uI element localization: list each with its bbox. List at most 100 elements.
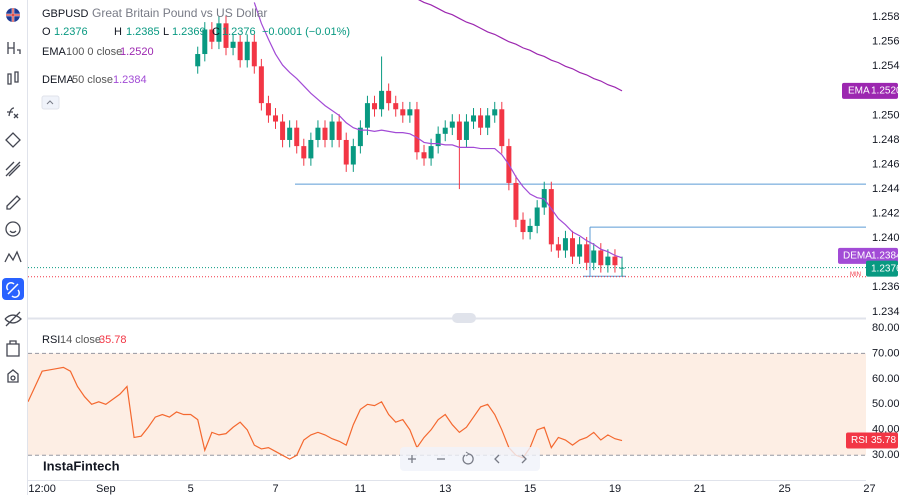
x-tick-label: Sep <box>96 483 116 495</box>
y-tick-label: 1.2540 <box>872 60 900 72</box>
scroll-right-button[interactable] <box>521 454 527 464</box>
tool-button[interactable] <box>5 221 21 237</box>
tool-button[interactable] <box>5 132 21 148</box>
candle-body <box>456 121 462 140</box>
candle-body <box>294 127 300 147</box>
reset-button[interactable] <box>462 451 474 465</box>
y-tick-label: 1.2340 <box>872 306 900 318</box>
ohlc-value: 1.2376 <box>222 26 256 38</box>
indicator-params: 14 close <box>60 334 101 346</box>
candle-body <box>393 103 399 110</box>
collapse-button[interactable] <box>41 95 60 110</box>
candle-body <box>202 29 208 55</box>
candle-body <box>421 152 427 159</box>
y-tick-label: 1.2500 <box>872 109 900 121</box>
x-tick-label: 21 <box>694 483 706 495</box>
candle-body <box>280 121 286 140</box>
candle-body <box>591 250 597 263</box>
price-pane <box>28 0 866 278</box>
x-tick-label: 19 <box>609 483 621 495</box>
candle-body <box>265 103 271 116</box>
indicator-value: 1.2520 <box>120 46 154 58</box>
rsi-pane <box>28 352 866 460</box>
candle-body <box>350 146 356 165</box>
price-badge-text: DEMA <box>843 250 872 261</box>
tool-button[interactable] <box>6 195 21 210</box>
candle-body <box>562 238 568 251</box>
candle-body <box>209 29 215 42</box>
tool-button[interactable] <box>7 42 21 54</box>
tool-button[interactable] <box>7 71 19 85</box>
candle-body <box>577 244 583 257</box>
indicator-line <box>418 0 623 92</box>
indicator-params: 100 0 close <box>66 46 122 58</box>
candle-body <box>541 189 547 208</box>
pane-resize-handle[interactable] <box>452 313 476 323</box>
candle-body <box>584 244 590 263</box>
candle-body <box>570 238 576 257</box>
tool-button[interactable] <box>6 340 20 357</box>
rsi-band <box>28 353 866 456</box>
candle-body <box>230 41 236 48</box>
price-badge <box>866 260 898 277</box>
x-tick-label: 15 <box>524 483 536 495</box>
indicator-value: 1.2384 <box>113 74 147 86</box>
x-tick-label: 25 <box>779 483 791 495</box>
candle-body <box>251 41 257 67</box>
change: −0.0001 (−0.01%) <box>262 26 350 38</box>
y-tick-label: 1.2460 <box>872 158 900 170</box>
candle-body <box>527 225 533 233</box>
price-badge <box>838 247 898 264</box>
tool-button[interactable] <box>4 311 22 327</box>
ohlc-label: L <box>163 26 169 38</box>
tool-button[interactable] <box>7 369 19 383</box>
tool-button[interactable] <box>2 278 24 300</box>
candle-body <box>449 121 455 128</box>
candle-body <box>619 267 625 269</box>
ohlc-label: H <box>114 26 122 38</box>
y-tick-label: 50.00 <box>872 398 900 410</box>
left-toolbar <box>2 0 28 495</box>
candle-body <box>485 115 491 128</box>
y-tick-label: 70.00 <box>872 347 900 359</box>
tool-button[interactable] <box>4 250 22 263</box>
watermark: InstaFintech <box>43 458 120 473</box>
price-badge <box>842 82 898 99</box>
candle-body <box>428 146 434 159</box>
candle-body <box>435 133 441 147</box>
candle-body <box>386 90 392 104</box>
price-badge-text: 1.2520 <box>871 85 900 96</box>
ohlc-value: 1.2376 <box>54 26 88 38</box>
candle-body <box>258 66 264 104</box>
candle-body <box>555 244 561 251</box>
indicator-name: EMA <box>42 46 67 58</box>
candle-body <box>414 109 420 153</box>
ohlc-label: C <box>212 26 220 38</box>
ohlc-value: 1.2385 <box>126 26 160 38</box>
indicator-params: 50 close <box>72 74 113 86</box>
candle-body <box>478 115 484 128</box>
price-badge-text: 35.78 <box>871 435 896 446</box>
ohlc-value: 1.2369 <box>172 26 206 38</box>
y-tick-label: 1.2400 <box>872 232 900 244</box>
x-tick-label: 13 <box>439 483 451 495</box>
candle-body <box>407 109 413 116</box>
indicator-name: RSI <box>42 334 60 346</box>
candle-body <box>463 121 469 140</box>
candle-body <box>372 103 378 110</box>
candle-body <box>237 41 243 61</box>
candle-body <box>329 121 335 140</box>
y-tick-label: 1.2420 <box>872 208 900 220</box>
candle-body <box>357 127 363 147</box>
y-tick-label: 80.00 <box>872 322 900 334</box>
candle-body <box>364 103 370 128</box>
tool-button[interactable] <box>7 107 19 119</box>
candle-body <box>442 127 448 134</box>
tool-button[interactable] <box>5 161 21 177</box>
candle-body <box>308 139 314 159</box>
overlay: 1.2580 1.2560 1.2540 1.2500 1.2480 1.2460 1.24… <box>28 11 900 495</box>
scroll-left-button[interactable] <box>494 454 500 464</box>
zoom-in-button[interactable] <box>408 455 416 463</box>
price-badge-text: EMA <box>848 85 870 96</box>
